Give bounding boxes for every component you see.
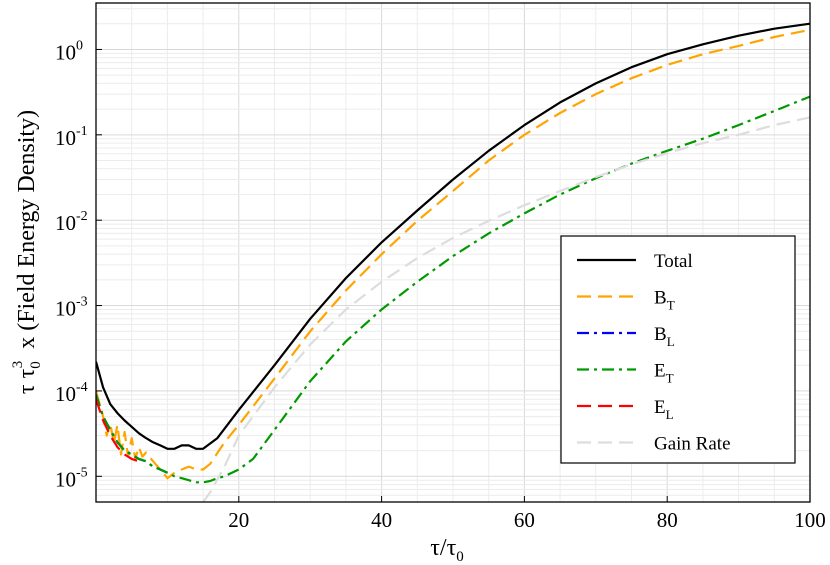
legend-label: ET xyxy=(654,361,674,386)
x-axis-title: τ/τ0 xyxy=(430,535,463,565)
legend-label: Gain Rate xyxy=(654,434,731,455)
legend-label: Total xyxy=(654,251,693,272)
legend-label: BL xyxy=(654,324,675,349)
x-tick-label: 20 xyxy=(228,508,249,532)
legend-label: BT xyxy=(654,288,675,313)
x-tick-label: 40 xyxy=(371,508,392,532)
y-tick-label: 10-5 xyxy=(55,465,88,491)
x-tick-label: 80 xyxy=(657,508,678,532)
y-tick-label: 10-4 xyxy=(55,380,88,406)
series-line-gain-rate xyxy=(202,116,810,502)
y-tick-label: 100 xyxy=(55,38,83,64)
series-line-el xyxy=(96,398,140,463)
y-tick-label: 10-1 xyxy=(55,124,88,150)
legend-label: EL xyxy=(654,397,674,422)
legend-box xyxy=(560,235,796,464)
y-tick-label: 10-2 xyxy=(55,209,88,235)
y-axis-title: τ τ03x (Field Energy Density) xyxy=(10,110,44,394)
y-tick-label: 10-3 xyxy=(55,295,88,321)
x-tick-label: 60 xyxy=(514,508,535,532)
legend: Total BT BL ET EL Gain Rate xyxy=(560,235,796,464)
series-group xyxy=(96,22,810,502)
series-line-total xyxy=(96,22,810,450)
x-axis-ticks: 20 40 60 80 100 xyxy=(228,496,826,532)
plot-frame xyxy=(95,2,811,503)
y-axis-ticks: 10-5 10-4 10-3 10-2 10-1 100 xyxy=(55,38,102,491)
x-tick-label: 100 xyxy=(794,508,826,532)
